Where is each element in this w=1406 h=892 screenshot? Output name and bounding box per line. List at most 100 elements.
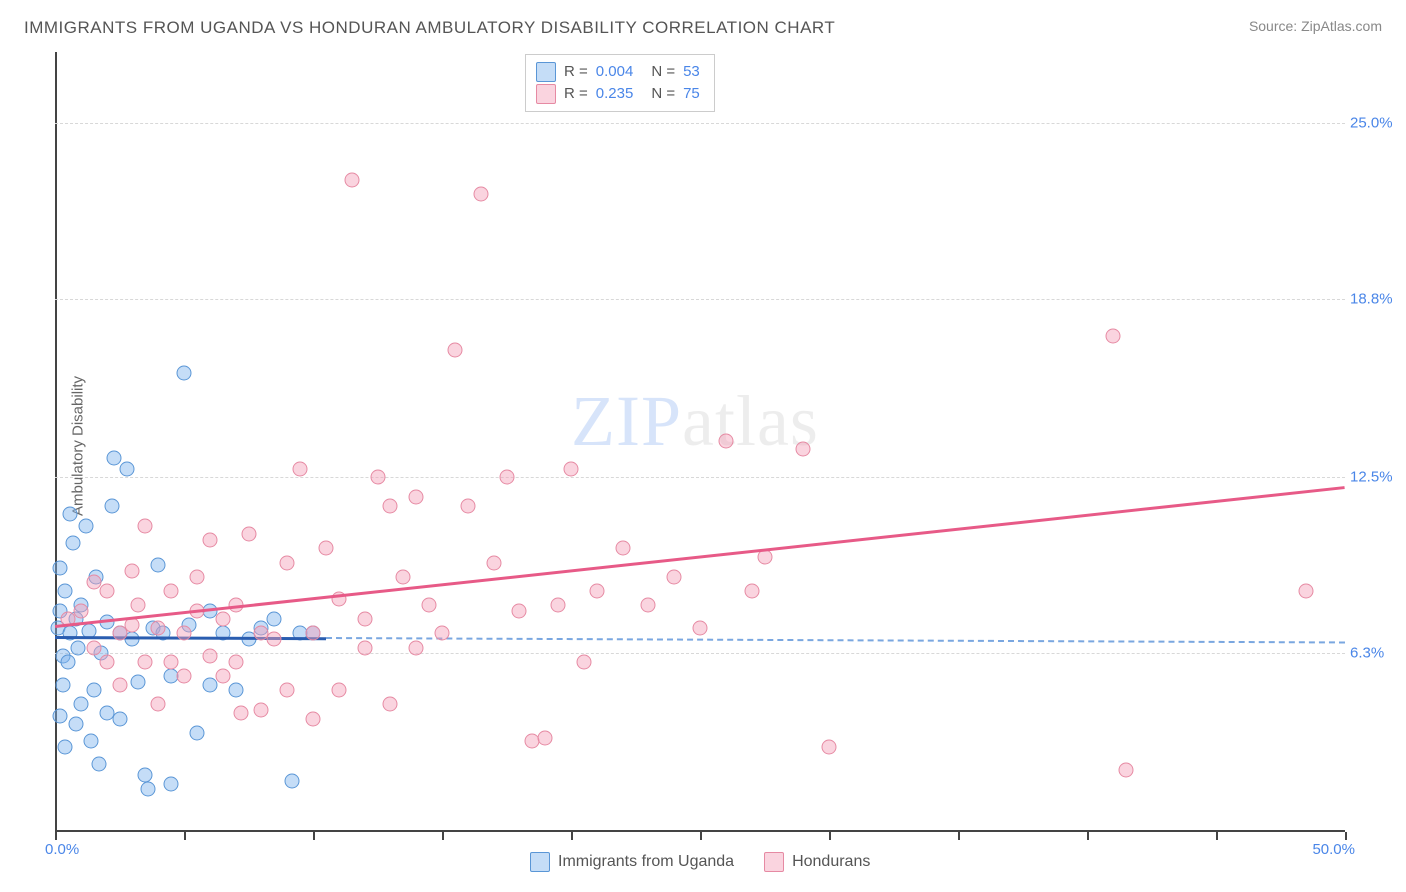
data-point-honduras: [564, 461, 579, 476]
data-point-honduras: [538, 731, 553, 746]
data-point-honduras: [693, 620, 708, 635]
source-prefix: Source:: [1249, 18, 1301, 34]
data-point-uganda: [84, 734, 99, 749]
data-point-uganda: [60, 654, 75, 669]
data-point-honduras: [125, 564, 140, 579]
data-point-honduras: [796, 442, 811, 457]
data-point-uganda: [63, 507, 78, 522]
data-point-honduras: [189, 569, 204, 584]
legend-item-honduras: Hondurans: [764, 852, 870, 872]
y-tick-label: 6.3%: [1350, 645, 1405, 662]
data-point-uganda: [99, 705, 114, 720]
n-label: N =: [651, 61, 675, 83]
data-point-honduras: [576, 654, 591, 669]
data-point-uganda: [53, 561, 68, 576]
watermark-zip: ZIP: [571, 381, 682, 461]
data-point-uganda: [267, 612, 282, 627]
data-point-uganda: [91, 756, 106, 771]
data-point-honduras: [615, 541, 630, 556]
y-tick-label: 12.5%: [1350, 469, 1405, 486]
x-tick: [313, 832, 315, 840]
data-point-honduras: [409, 640, 424, 655]
data-point-honduras: [344, 172, 359, 187]
data-point-honduras: [357, 612, 372, 627]
n-value: 53: [683, 61, 700, 83]
data-point-uganda: [164, 776, 179, 791]
x-tick: [1087, 832, 1089, 840]
data-point-honduras: [486, 555, 501, 570]
legend-swatch-honduras: [764, 852, 784, 872]
data-point-honduras: [112, 677, 127, 692]
data-point-honduras: [318, 541, 333, 556]
data-point-honduras: [499, 470, 514, 485]
legend-label-uganda: Immigrants from Uganda: [558, 853, 734, 871]
data-point-honduras: [447, 342, 462, 357]
data-point-honduras: [551, 598, 566, 613]
stats-row-honduras: R = 0.235N = 75: [536, 83, 700, 105]
data-point-honduras: [151, 697, 166, 712]
gridline: [55, 123, 1345, 124]
x-tick: [958, 832, 960, 840]
data-point-honduras: [1105, 328, 1120, 343]
x-axis-max-label: 50.0%: [1312, 841, 1355, 858]
data-point-uganda: [140, 782, 155, 797]
x-tick: [571, 832, 573, 840]
data-point-uganda: [86, 683, 101, 698]
data-point-honduras: [138, 654, 153, 669]
data-point-honduras: [73, 603, 88, 618]
data-point-honduras: [435, 626, 450, 641]
data-point-honduras: [822, 739, 837, 754]
data-point-uganda: [66, 535, 81, 550]
data-point-honduras: [383, 498, 398, 513]
data-point-honduras: [306, 711, 321, 726]
legend-swatch-uganda: [536, 62, 556, 82]
x-axis-min-label: 0.0%: [45, 841, 79, 858]
data-point-honduras: [460, 498, 475, 513]
data-point-uganda: [285, 773, 300, 788]
data-point-honduras: [744, 583, 759, 598]
x-tick: [829, 832, 831, 840]
source-attribution: Source: ZipAtlas.com: [1249, 18, 1382, 34]
r-label: R =: [564, 83, 588, 105]
r-value: 0.004: [596, 61, 634, 83]
data-point-honduras: [99, 654, 114, 669]
data-point-honduras: [267, 632, 282, 647]
data-point-uganda: [55, 677, 70, 692]
data-point-uganda: [130, 674, 145, 689]
n-label: N =: [651, 83, 675, 105]
data-point-uganda: [104, 498, 119, 513]
data-point-honduras: [370, 470, 385, 485]
x-tick: [1345, 832, 1347, 840]
data-point-uganda: [58, 739, 73, 754]
data-point-uganda: [189, 725, 204, 740]
r-label: R =: [564, 61, 588, 83]
y-tick-label: 18.8%: [1350, 290, 1405, 307]
x-tick: [442, 832, 444, 840]
data-point-honduras: [164, 654, 179, 669]
data-point-honduras: [409, 490, 424, 505]
legend-item-uganda: Immigrants from Uganda: [530, 852, 734, 872]
trend-line-honduras: [55, 486, 1345, 627]
trend-line-uganda-extrapolated: [326, 637, 1345, 643]
legend-swatch-honduras: [536, 84, 556, 104]
data-point-honduras: [306, 626, 321, 641]
x-tick: [55, 832, 57, 840]
data-point-honduras: [202, 649, 217, 664]
legend-label-honduras: Hondurans: [792, 853, 870, 871]
gridline: [55, 477, 1345, 478]
data-point-uganda: [71, 640, 86, 655]
data-point-honduras: [280, 555, 295, 570]
data-point-honduras: [254, 703, 269, 718]
data-point-uganda: [107, 450, 122, 465]
data-point-honduras: [177, 669, 192, 684]
r-value: 0.235: [596, 83, 634, 105]
x-tick: [1216, 832, 1218, 840]
data-point-honduras: [86, 575, 101, 590]
data-point-honduras: [99, 583, 114, 598]
data-point-uganda: [63, 626, 78, 641]
correlation-stats-legend: R = 0.004N = 53R = 0.235N = 75: [525, 54, 715, 112]
source-link[interactable]: ZipAtlas.com: [1301, 18, 1382, 34]
plot-area: 0.0% 50.0% ZIPatlas 6.3%12.5%18.8%25.0%: [55, 52, 1345, 832]
data-point-uganda: [120, 461, 135, 476]
data-point-uganda: [228, 683, 243, 698]
